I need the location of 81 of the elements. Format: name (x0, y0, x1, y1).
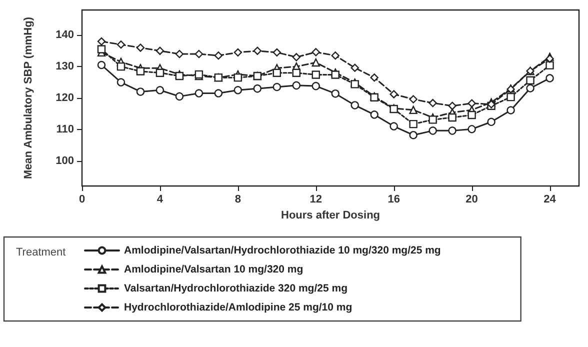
point (546, 54, 554, 63)
point (487, 118, 496, 126)
point (546, 61, 554, 70)
y-axis-title: Mean Ambulatory SBP (mmHg) (22, 16, 34, 179)
legend-title: Treatment (16, 246, 66, 258)
point (526, 76, 534, 84)
point (175, 92, 184, 101)
point (272, 48, 281, 57)
point (506, 106, 515, 114)
point (468, 110, 476, 120)
y-tick-label: 120 (56, 92, 74, 104)
point (468, 125, 476, 134)
point (350, 64, 359, 72)
point (526, 84, 534, 92)
point (136, 44, 145, 52)
point (390, 122, 398, 130)
point (272, 68, 281, 77)
point (292, 81, 300, 90)
x-tick-label: 0 (78, 194, 86, 206)
legend-label: Amlodipine/Valsartan 10 mg/320 mg (124, 264, 304, 276)
point (116, 62, 126, 71)
point (175, 50, 184, 58)
legend-label: Valsartan/Hydrochlorothiazide 320 mg/25 mg (124, 282, 348, 294)
y-tick-label: 130 (56, 60, 74, 73)
point (292, 68, 300, 77)
point (136, 67, 145, 76)
point (156, 86, 164, 94)
point (97, 60, 106, 70)
legend-label: Amlodipine/Valsartan/Hydrochlorothiazide 10 mg/320 mg/25 mg (124, 244, 441, 256)
x-tick-label: 8 (234, 194, 241, 206)
point (331, 70, 340, 79)
point (253, 84, 262, 93)
point (116, 78, 126, 86)
point (506, 92, 515, 102)
point (409, 130, 418, 140)
point (448, 113, 456, 122)
x-tick-label: 20 (466, 194, 478, 206)
y-tick-label: 140 (56, 29, 74, 42)
point (448, 126, 456, 135)
point (156, 46, 164, 55)
point (409, 106, 418, 114)
point (116, 40, 126, 49)
legend-label: Hydrochlorothiazide/Amlodipine 25 mg/10 mg (124, 302, 352, 314)
point (409, 120, 418, 128)
point (350, 101, 359, 110)
point (214, 51, 223, 60)
point (409, 95, 418, 104)
point (331, 90, 340, 98)
point (312, 58, 320, 67)
point (234, 48, 242, 57)
x-tick-label: 16 (388, 194, 400, 206)
point (234, 73, 242, 82)
point (214, 89, 223, 98)
point (370, 73, 378, 82)
point (390, 90, 398, 98)
point (136, 88, 145, 96)
x-tick-label: 4 (156, 194, 164, 206)
x-tick-label: 24 (544, 194, 557, 206)
x-tick-label: 12 (310, 194, 322, 206)
point (312, 48, 320, 56)
point (97, 37, 106, 46)
y-tick-label: 100 (56, 154, 74, 167)
y-tick-label: 110 (56, 123, 74, 136)
point (331, 51, 340, 60)
point (156, 68, 164, 77)
point (312, 70, 320, 79)
point (370, 110, 378, 119)
point (97, 45, 106, 54)
x-axis-title: Hours after Dosing (280, 210, 380, 222)
point (428, 116, 437, 124)
point (214, 73, 223, 82)
point (350, 80, 359, 88)
point (253, 46, 262, 55)
point (312, 82, 320, 90)
point (194, 50, 204, 58)
point (428, 98, 437, 108)
point (428, 126, 437, 135)
point (194, 89, 204, 98)
point (546, 74, 554, 82)
point (272, 82, 281, 92)
point (234, 86, 242, 94)
